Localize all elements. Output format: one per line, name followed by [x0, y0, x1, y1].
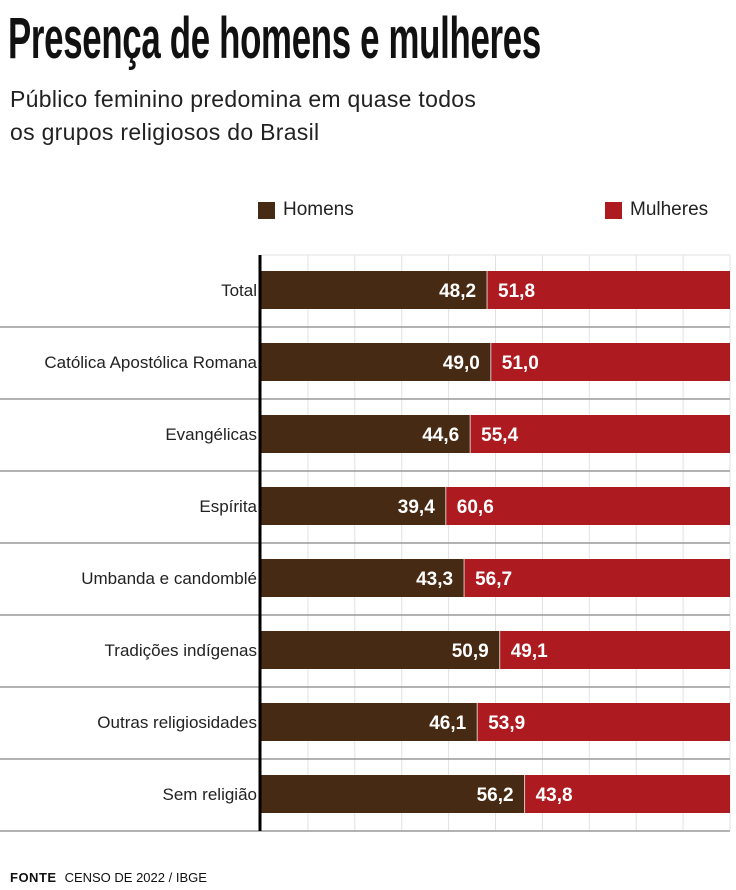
- bar-mulheres: [464, 559, 730, 597]
- category-label: Total: [221, 281, 257, 300]
- bar-mulheres: [445, 487, 730, 525]
- category-label: Umbanda e candomblé: [81, 569, 257, 588]
- data-label-mulheres: 49,1: [511, 641, 548, 662]
- subtitle-line-2: os grupos religiosos do Brasil: [10, 119, 320, 145]
- bar-homens: [261, 415, 471, 453]
- category-label: Católica Apostólica Romana: [44, 353, 257, 372]
- footer: FONTE CENSO DE 2022 / IBGE: [10, 870, 207, 885]
- legend-swatch-homens: [258, 201, 275, 219]
- data-label-homens: 46,1: [429, 713, 466, 734]
- category-label: Sem religião: [163, 785, 258, 804]
- legend-swatch-mulheres: [605, 201, 622, 219]
- legend-item-mulheres: Mulheres: [605, 199, 708, 221]
- bar-mulheres: [490, 343, 730, 381]
- legend-item-homens: Homens: [258, 199, 354, 221]
- bar-homens: [261, 487, 446, 525]
- bar-homens: [261, 775, 525, 813]
- footer-label: FONTE: [10, 870, 57, 885]
- category-label: Outras religiosidades: [97, 713, 257, 732]
- subtitle-line-1: Público feminino predomina em quase todo…: [10, 86, 477, 112]
- bar-homens: [261, 271, 488, 309]
- data-label-mulheres: 51,0: [502, 353, 539, 374]
- bar-mulheres: [477, 703, 730, 741]
- data-label-mulheres: 51,8: [498, 281, 535, 302]
- bar-homens: [261, 703, 478, 741]
- data-label-mulheres: 53,9: [488, 713, 525, 734]
- footer-source: CENSO DE 2022 / IBGE: [64, 870, 207, 885]
- data-label-mulheres: 55,4: [481, 425, 518, 446]
- data-label-homens: 50,9: [452, 641, 489, 662]
- bar-mulheres: [524, 775, 730, 813]
- data-label-mulheres: 43,8: [536, 785, 573, 806]
- bar-mulheres: [487, 271, 730, 309]
- data-label-homens: 43,3: [416, 569, 453, 590]
- bar-mulheres: [470, 415, 730, 453]
- data-label-mulheres: 56,7: [475, 569, 512, 590]
- legend-label-homens: Homens: [283, 199, 354, 220]
- data-label-homens: 49,0: [443, 353, 480, 374]
- data-label-homens: 39,4: [398, 497, 435, 518]
- category-label: Tradições indígenas: [105, 641, 257, 660]
- data-label-homens: 48,2: [439, 281, 476, 302]
- legend-label-mulheres: Mulheres: [630, 199, 709, 220]
- bar-homens: [261, 343, 491, 381]
- data-label-homens: 56,2: [477, 785, 514, 806]
- category-label: Evangélicas: [165, 425, 257, 444]
- bar-mulheres: [499, 631, 730, 669]
- category-label: Espírita: [199, 497, 257, 516]
- bar-homens: [261, 631, 500, 669]
- chart-title: Presença de homens e mulheres: [8, 6, 541, 71]
- bar-chart: Total 48,2 51,8 Católica Apostólica Romana 4…: [0, 254, 731, 832]
- data-label-homens: 44,6: [422, 425, 459, 446]
- data-label-mulheres: 60,6: [457, 497, 494, 518]
- bar-homens: [261, 559, 465, 597]
